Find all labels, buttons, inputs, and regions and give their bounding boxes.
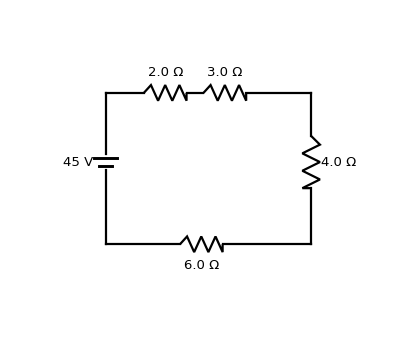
Text: 6.0 Ω: 6.0 Ω: [183, 259, 219, 272]
Text: 3.0 Ω: 3.0 Ω: [207, 65, 243, 79]
Text: 2.0 Ω: 2.0 Ω: [147, 65, 183, 79]
Text: 4.0 Ω: 4.0 Ω: [321, 156, 356, 168]
Text: 45 V: 45 V: [63, 156, 93, 168]
